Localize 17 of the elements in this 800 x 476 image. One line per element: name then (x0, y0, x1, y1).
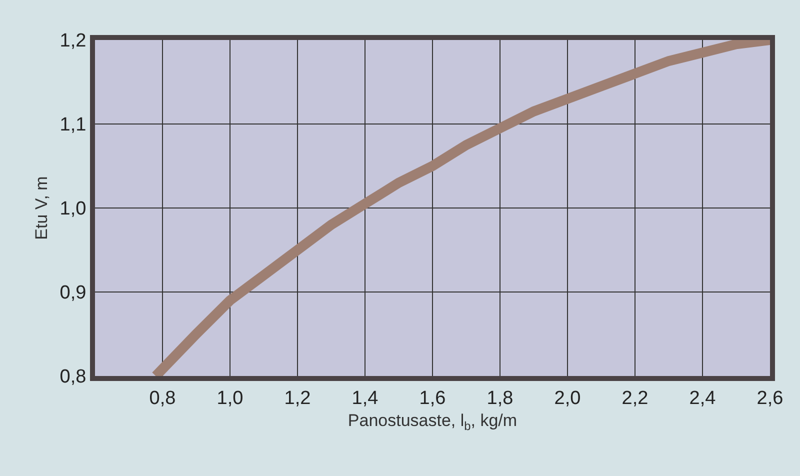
y-tick-label: 0,8 (60, 366, 86, 388)
x-tick-label: 2,0 (554, 388, 581, 409)
x-tick-label: 1,6 (419, 388, 446, 409)
x-tick-label: 1,2 (284, 388, 311, 409)
y-tick-label: 1,2 (60, 30, 86, 52)
y-tick-label: 1,0 (60, 198, 86, 220)
x-tick-label: 1,8 (486, 388, 514, 409)
x-tick-label: 2,2 (622, 388, 648, 409)
y-axis-title: Etu V, m (32, 176, 51, 240)
x-tick-label: 0,8 (149, 388, 176, 409)
x-tick-label: 2,4 (689, 388, 716, 409)
x-tick-label: 1,4 (352, 388, 379, 409)
x-tick-label: 1,0 (216, 388, 244, 409)
x-tick-label: 2,6 (756, 388, 784, 409)
x-axis-title: Panostusaste, l$_{b}$, kg/m (348, 411, 518, 433)
y-tick-label: 0,9 (60, 282, 86, 304)
y-tick-label: 1,1 (60, 114, 86, 136)
